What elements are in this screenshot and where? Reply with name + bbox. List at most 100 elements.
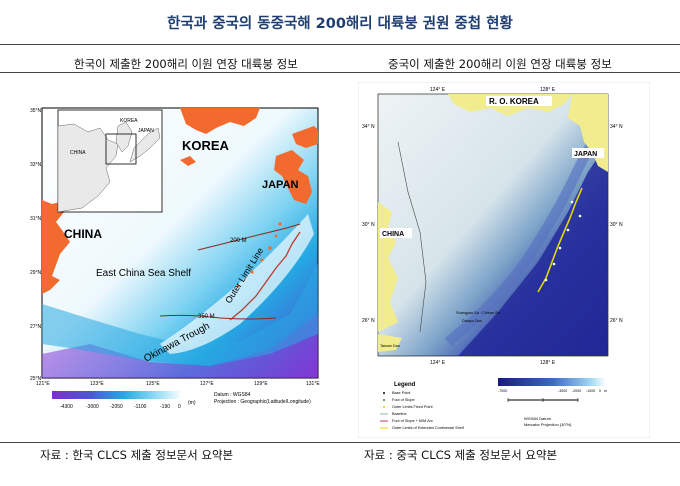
svg-text:125°E: 125°E — [146, 381, 160, 387]
deep-water — [458, 142, 608, 356]
svg-text:124° E: 124° E — [430, 360, 446, 366]
inset-japan-label: JAPAN — [138, 128, 154, 134]
svg-text:33°N: 33°N — [30, 162, 42, 168]
inset-china — [57, 123, 119, 213]
svg-text:30° N: 30° N — [610, 222, 623, 228]
slope-water — [42, 264, 318, 366]
m200-label: 200 M — [230, 238, 247, 244]
jeju-island — [180, 156, 196, 166]
m350-label: 350 M — [198, 314, 215, 320]
svg-text:-1100: -1100 — [134, 404, 147, 410]
shelf-label: East China Sea Shelf — [96, 268, 191, 279]
depth-ticks: -7000 -3000 -2000 -1000 0 m — [498, 389, 607, 393]
line-350m — [159, 314, 277, 320]
svg-text:26° N: 26° N — [610, 318, 623, 324]
japan-label: JAPAN — [262, 179, 299, 191]
projection-label: Mercator Projection (30°N) — [524, 422, 572, 427]
lon-ticks: 121°E 123°E 125°E 127°E 129°E 131°E — [36, 381, 320, 387]
rok-label-box — [486, 96, 552, 106]
svg-text:128° E: 128° E — [540, 360, 556, 366]
left-source: 자료 : 한국 CLCS 제출 정보문서 요약본 — [40, 448, 234, 462]
japan-label: JAPAN — [574, 151, 597, 158]
outer-limits-line — [537, 187, 583, 293]
svg-text:31°N: 31°N — [30, 216, 42, 222]
svg-text:-7000: -7000 — [498, 389, 507, 393]
korea-landmass — [180, 108, 260, 134]
page-title: 한국과 중국의 동중국해 200해리 대륙붕 권원 중첩 현황 — [167, 16, 513, 32]
svg-text:Outer Limits Fixed Point: Outer Limits Fixed Point — [392, 405, 433, 409]
svg-text:Base Point: Base Point — [392, 391, 411, 395]
inset-extent-box — [105, 133, 137, 165]
svg-text:0: 0 — [599, 389, 601, 393]
svg-text:27°N: 27°N — [30, 324, 42, 330]
line-200m — [197, 223, 301, 251]
svg-text:30° N: 30° N — [362, 222, 375, 228]
place3-label: Taiwan Dao — [380, 344, 400, 348]
svg-text:123°E: 123°E — [90, 381, 104, 387]
depth-colorbar — [52, 391, 182, 399]
korea-label: KOREA — [182, 138, 230, 153]
china-label: CHINA — [382, 231, 404, 238]
outer-limit-line — [229, 231, 301, 321]
svg-text:Foot of Slope + 60M Arc: Foot of Slope + 60M Arc — [392, 419, 433, 423]
svg-text:128° E: 128° E — [540, 87, 556, 93]
projection-label: Projection : Geographic(Latitude/Longitu… — [214, 399, 311, 405]
svg-text:124° E: 124° E — [430, 87, 446, 93]
china-label-box — [380, 228, 412, 238]
korea-submission-map: KOREA JAPAN CHINA KOREA JAPAN CHINA East… — [30, 107, 320, 410]
svg-text:-2000: -2000 — [572, 389, 581, 393]
svg-text:m: m — [604, 389, 607, 393]
taiwan-landmass — [378, 334, 402, 352]
svg-text:26° N: 26° N — [362, 318, 375, 324]
shelf-edge-shoals — [160, 214, 314, 354]
inset-korea — [115, 121, 133, 153]
scale-bar — [507, 398, 579, 402]
deep-water — [42, 314, 318, 378]
svg-text:131°E: 131°E — [306, 381, 320, 387]
title-divider — [0, 44, 680, 45]
depth-ticks: -4300 -3000 -2050 -1100 -190 0 — [60, 404, 181, 410]
svg-text:Baseline: Baseline — [392, 412, 407, 416]
ryukyu-islands — [236, 222, 282, 288]
svg-text:29°N: 29°N — [30, 270, 42, 276]
japan-kyushu — [274, 150, 312, 204]
unit-label: (m) — [188, 400, 196, 406]
svg-text:-4300: -4300 — [60, 404, 73, 410]
svg-text:-3000: -3000 — [86, 404, 99, 410]
legend-title: Legend — [394, 382, 416, 388]
svg-text:Outer Limits of Extended Conti: Outer Limits of Extended Continental She… — [392, 426, 465, 430]
svg-text:35°N: 35°N — [30, 108, 42, 114]
svg-text:Foot of Slope: Foot of Slope — [392, 398, 415, 402]
source-divider — [0, 442, 680, 443]
japan-label-box — [572, 148, 604, 158]
lat-ticks: 35°N 33°N 31°N 29°N 27°N 25°N — [30, 108, 42, 382]
svg-text:-190: -190 — [160, 404, 170, 410]
svg-text:129°E: 129°E — [254, 381, 268, 387]
place2-label: Diaoyu Dao — [462, 319, 482, 323]
svg-text:-1000: -1000 — [586, 389, 595, 393]
right-subtitle: 중국이 제출한 200해리 이원 연장 대륙붕 정보 — [388, 57, 612, 71]
inset-china-label: CHINA — [70, 150, 86, 156]
baseline — [397, 141, 427, 333]
svg-text:25°N: 25°N — [30, 376, 42, 382]
place1-label: Shangyao Sa · Chisan Sa — [456, 311, 501, 315]
svg-text:121°E: 121°E — [36, 381, 50, 387]
svg-text:34° N: 34° N — [610, 124, 623, 130]
datum-label: Datum : WGS84 — [214, 392, 251, 398]
svg-text:34° N: 34° N — [362, 124, 375, 130]
continental-slope — [444, 137, 599, 346]
right-source: 자료 : 중국 CLCS 제출 정보문서 요약본 — [364, 448, 558, 462]
datum-label: WGS84 Datum — [524, 416, 552, 421]
foot-of-slope-points — [544, 200, 582, 282]
china-label: CHINA — [64, 227, 102, 241]
legend-items: Base Point Foot of Slope Outer Limits Fi… — [380, 391, 465, 430]
inset-korea-label: KOREA — [120, 118, 138, 124]
lat-ticks: 34° N 30° N 26° N 34° N 30° N 26° N — [362, 124, 623, 324]
svg-text:-2050: -2050 — [110, 404, 123, 410]
japan-honshu — [292, 126, 318, 148]
depth-colorbar — [498, 378, 606, 386]
left-subtitle: 한국이 제출한 200해리 이원 연장 대륙붕 정보 — [74, 57, 298, 71]
svg-text:0: 0 — [178, 404, 181, 410]
lon-ticks: 124° E 128° E 124° E 128° E — [430, 87, 556, 366]
inset-japan — [129, 127, 161, 163]
